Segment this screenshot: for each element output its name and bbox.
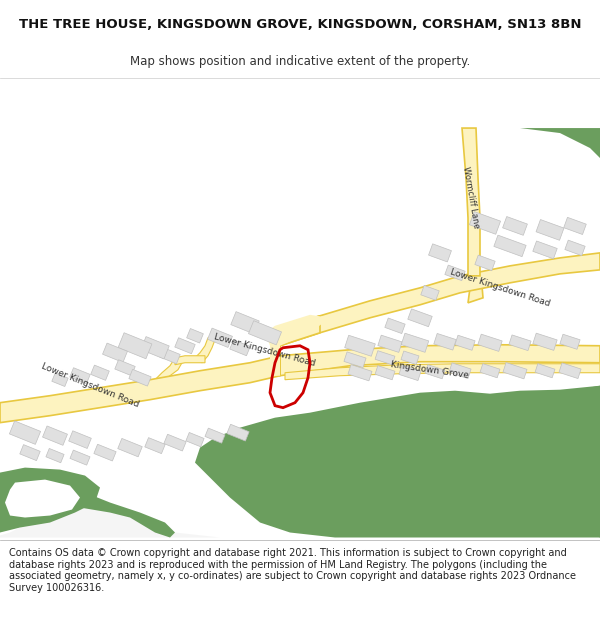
Polygon shape [5, 479, 80, 518]
Bar [52, 373, 68, 386]
Bar [20, 444, 40, 461]
Bar [10, 421, 41, 444]
Bar [399, 365, 421, 381]
Bar [43, 426, 67, 445]
Bar [344, 352, 366, 367]
Polygon shape [195, 386, 600, 538]
Polygon shape [280, 253, 600, 346]
Bar [68, 431, 91, 449]
Polygon shape [462, 128, 480, 276]
Bar [94, 444, 116, 461]
Bar [445, 265, 465, 281]
Bar [385, 318, 405, 334]
Bar [401, 333, 429, 352]
Polygon shape [280, 345, 600, 376]
Bar [378, 335, 402, 352]
Bar [469, 212, 500, 234]
Bar [70, 368, 90, 384]
Text: Kingsdown Grove: Kingsdown Grove [391, 360, 470, 379]
Text: Contains OS data © Crown copyright and database right 2021. This information is : Contains OS data © Crown copyright and d… [9, 548, 576, 592]
Bar [425, 364, 445, 379]
Text: THE TREE HOUSE, KINGSDOWN GROVE, KINGSDOWN, CORSHAM, SN13 8BN: THE TREE HOUSE, KINGSDOWN GROVE, KINGSDO… [19, 18, 581, 31]
Bar [375, 366, 395, 380]
Bar [186, 432, 204, 447]
Polygon shape [280, 316, 320, 376]
Bar [118, 438, 142, 457]
Bar [129, 369, 151, 386]
Bar [145, 438, 165, 454]
Bar [175, 338, 195, 354]
Bar [434, 334, 456, 350]
Bar [230, 340, 250, 356]
Polygon shape [0, 468, 100, 532]
Polygon shape [0, 386, 600, 538]
Bar [536, 219, 564, 240]
Polygon shape [468, 276, 483, 303]
Bar [494, 235, 526, 257]
Bar [248, 321, 281, 345]
Bar [480, 364, 500, 378]
Bar [408, 309, 432, 327]
Bar [103, 343, 127, 362]
Polygon shape [265, 315, 330, 376]
Bar [533, 333, 557, 351]
Bar [115, 360, 135, 376]
Text: Wormcliff Lane: Wormcliff Lane [461, 166, 481, 229]
Bar [118, 332, 152, 359]
Text: Lower Kingsdown Road: Lower Kingsdown Road [449, 268, 551, 308]
Polygon shape [148, 357, 182, 390]
Text: Lower Kingsdown Road: Lower Kingsdown Road [40, 362, 140, 409]
Bar [503, 362, 527, 379]
Bar [449, 363, 471, 379]
Bar [141, 337, 169, 359]
Bar [475, 255, 495, 271]
Bar [164, 434, 186, 451]
Bar [160, 348, 180, 364]
Text: Map shows position and indicative extent of the property.: Map shows position and indicative extent… [130, 55, 470, 68]
Bar [205, 428, 225, 443]
Polygon shape [0, 356, 280, 422]
Bar [208, 328, 232, 348]
Polygon shape [175, 356, 205, 365]
Bar [535, 364, 555, 378]
Bar [455, 335, 475, 350]
Bar [421, 286, 439, 300]
Polygon shape [195, 338, 215, 362]
Bar [70, 450, 90, 465]
Bar [231, 312, 259, 334]
Bar [401, 351, 419, 364]
Bar [509, 335, 531, 351]
Bar [503, 216, 527, 235]
Bar [564, 217, 586, 234]
Bar [560, 334, 580, 349]
Polygon shape [285, 364, 600, 380]
Bar [91, 365, 109, 381]
Polygon shape [0, 386, 600, 538]
Text: Lower Kingsdown Road: Lower Kingsdown Road [214, 332, 317, 367]
Bar [478, 334, 502, 351]
Polygon shape [520, 128, 600, 158]
Bar [375, 351, 395, 365]
Bar [428, 244, 451, 262]
Bar [348, 364, 372, 381]
Bar [344, 335, 376, 356]
Bar [227, 424, 249, 441]
Bar [187, 329, 203, 343]
Bar [559, 363, 581, 379]
Bar [533, 241, 557, 259]
Bar [46, 449, 64, 462]
Bar [565, 240, 585, 256]
